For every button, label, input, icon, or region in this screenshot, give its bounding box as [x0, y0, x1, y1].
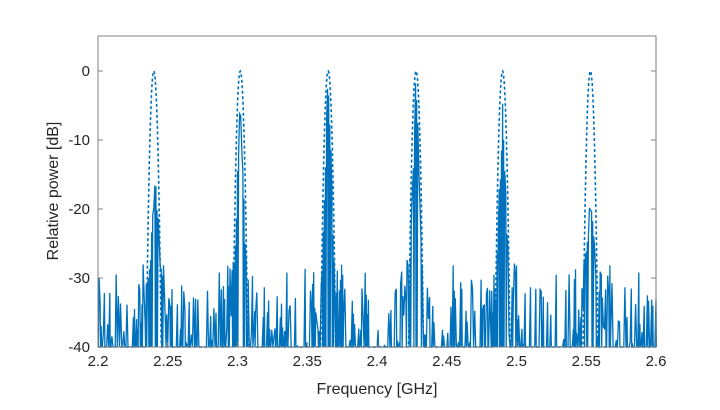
x-tick-label: 2.5: [506, 353, 527, 370]
y-tick-label: 0: [82, 63, 90, 80]
x-tick-label: 2.2: [88, 353, 109, 370]
x-tick-label: 2.25: [153, 353, 182, 370]
y-axis-label: Relative power [dB]: [45, 122, 62, 261]
y-tick-label: -30: [68, 270, 90, 287]
x-tick-label: 2.45: [432, 353, 461, 370]
x-tick-label: 2.4: [367, 353, 388, 370]
x-tick-label: 2.3: [227, 353, 248, 370]
x-axis-label: Frequency [GHz]: [317, 381, 438, 398]
plot-lines: [97, 69, 658, 349]
x-tick-label: 2.35: [293, 353, 322, 370]
axis-ticks: 2.2 2.25 2.3 2.35 2.4 2.45 2.5 2.55 2.6 0 -10 -20 -3…: [68, 63, 666, 370]
x-tick-label: 2.55: [572, 353, 601, 370]
y-tick-label: -10: [68, 132, 90, 149]
y-tick-label: -40: [68, 339, 90, 356]
y-tick-label: -20: [68, 201, 90, 218]
x-tick-label: 2.6: [646, 353, 667, 370]
solid-series-line: [97, 83, 658, 349]
